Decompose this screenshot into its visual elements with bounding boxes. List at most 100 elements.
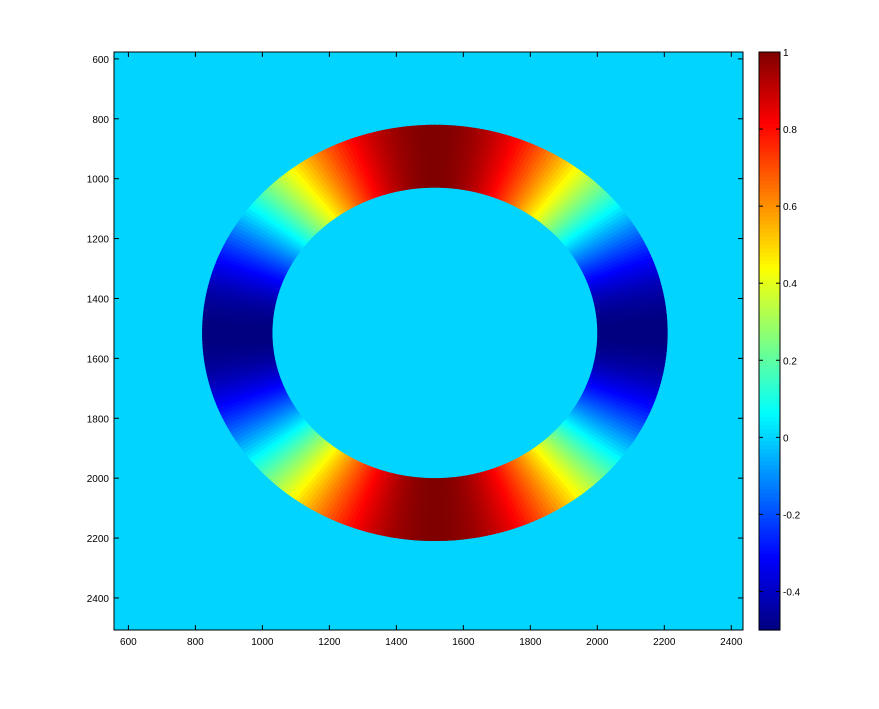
y-tick-label: 1000 (87, 175, 110, 186)
ring-segment (328, 145, 365, 204)
ring-segment (489, 468, 520, 529)
ring-segment (558, 198, 617, 242)
colorbar-cell (759, 188, 780, 194)
ring-segment (564, 417, 624, 459)
colorbar-ticks: 1 0.8 0.6 0.4 0.2 0 -0.2 -0.4 (759, 48, 801, 598)
ring-segment (590, 274, 660, 296)
ring-segment (553, 429, 609, 476)
x-tick-label: 2000 (586, 637, 609, 648)
ring-segment (527, 450, 573, 504)
colorbar-cell (759, 429, 780, 434)
ring-segment (321, 459, 360, 518)
ring-segment (314, 457, 355, 514)
ring-segment (473, 473, 497, 536)
colorbar-cell (759, 332, 780, 338)
colorbar-cell (759, 417, 780, 422)
colorbar-cell (759, 224, 780, 230)
ring-segment (389, 127, 408, 191)
ring-segment (258, 427, 315, 473)
ring-segment (594, 295, 665, 311)
ring-segment (545, 180, 598, 229)
colorbar-cell (759, 276, 780, 282)
colorbar-cell (759, 80, 780, 85)
ring-segment (557, 195, 614, 240)
ring-segment (562, 204, 622, 246)
colorbar-cell (759, 240, 780, 246)
x-tick-label: 1600 (452, 637, 475, 648)
ring-segment (591, 278, 661, 299)
x-tick-label: 2400 (720, 637, 743, 648)
ring-segment (508, 460, 545, 519)
ring-segment (202, 342, 274, 352)
ring-segment (508, 147, 545, 205)
ring-segment (549, 185, 603, 233)
colorbar-cell (759, 96, 780, 101)
ring-segment (266, 185, 321, 233)
ring-segment (393, 127, 411, 190)
ring-segment (495, 466, 527, 527)
ring-segment (589, 267, 658, 291)
ring-segment (581, 244, 648, 275)
ring-segment (409, 125, 422, 189)
ring-segment (202, 339, 273, 349)
colorbar-cell (759, 68, 780, 73)
x-axis: 600 800 1000 1200 1400 1600 1800 2000 2200 2400 (120, 52, 743, 648)
ring-segment (579, 237, 645, 270)
ring-segment (275, 177, 327, 228)
colorbar-cell (759, 196, 780, 202)
ring-segment (373, 130, 397, 193)
x-tick-label: 1800 (519, 637, 542, 648)
ring-segment (529, 448, 576, 502)
colorbar-cell (759, 441, 780, 446)
ring-segment (287, 168, 336, 221)
y-tick-label: 800 (92, 115, 109, 126)
x-tick-label: 800 (187, 637, 204, 648)
ring-segment (492, 467, 523, 528)
colorbar-cell (759, 373, 780, 378)
ring-segment (534, 445, 583, 498)
ring-segment (269, 435, 323, 484)
ring-segment (564, 206, 624, 249)
colorbar-cell (759, 385, 780, 390)
colorbar-cell (759, 533, 780, 539)
colorbar-cell (759, 252, 780, 258)
colorbar-cell (759, 617, 780, 623)
colorbar-cell (759, 489, 780, 495)
ring-segment (417, 125, 428, 189)
ring-segment (272, 436, 325, 486)
ring-segment (317, 458, 357, 516)
y-tick-label: 600 (92, 55, 109, 66)
ring-segment (246, 417, 306, 459)
ring-segment (263, 431, 319, 479)
ring-segment (246, 206, 306, 249)
colorbar-tick-label: 1 (783, 48, 789, 59)
colorbar-cell (759, 56, 780, 61)
colorbar-cell (759, 621, 780, 627)
colorbar-tick-label: 0.8 (783, 125, 797, 136)
ring-segment (536, 170, 586, 223)
ring-segment (297, 161, 343, 216)
colorbar-cell (759, 136, 780, 141)
ring-segment (281, 442, 331, 493)
ring-segment (214, 379, 283, 405)
colorbar-cell (759, 184, 780, 190)
ring-segment (241, 212, 303, 253)
ring-segment (205, 357, 276, 374)
ring-segment (358, 134, 386, 196)
ring-segment (377, 129, 399, 193)
colorbar-cell (759, 497, 780, 503)
colorbar-cell (759, 280, 780, 286)
colorbar-cell (759, 357, 780, 362)
colorbar-cell (759, 457, 780, 463)
colorbar-cell (759, 549, 780, 555)
ring-segment (549, 433, 603, 481)
ring-segment (343, 139, 375, 200)
ring-segment (462, 475, 481, 539)
ring-segment (350, 137, 380, 198)
colorbar-cell (759, 216, 780, 222)
ring-segment (510, 148, 549, 207)
colorbar-cell (759, 561, 780, 567)
ring-segment (397, 126, 413, 190)
ring-segment (532, 166, 579, 219)
ring-segment (307, 454, 350, 510)
